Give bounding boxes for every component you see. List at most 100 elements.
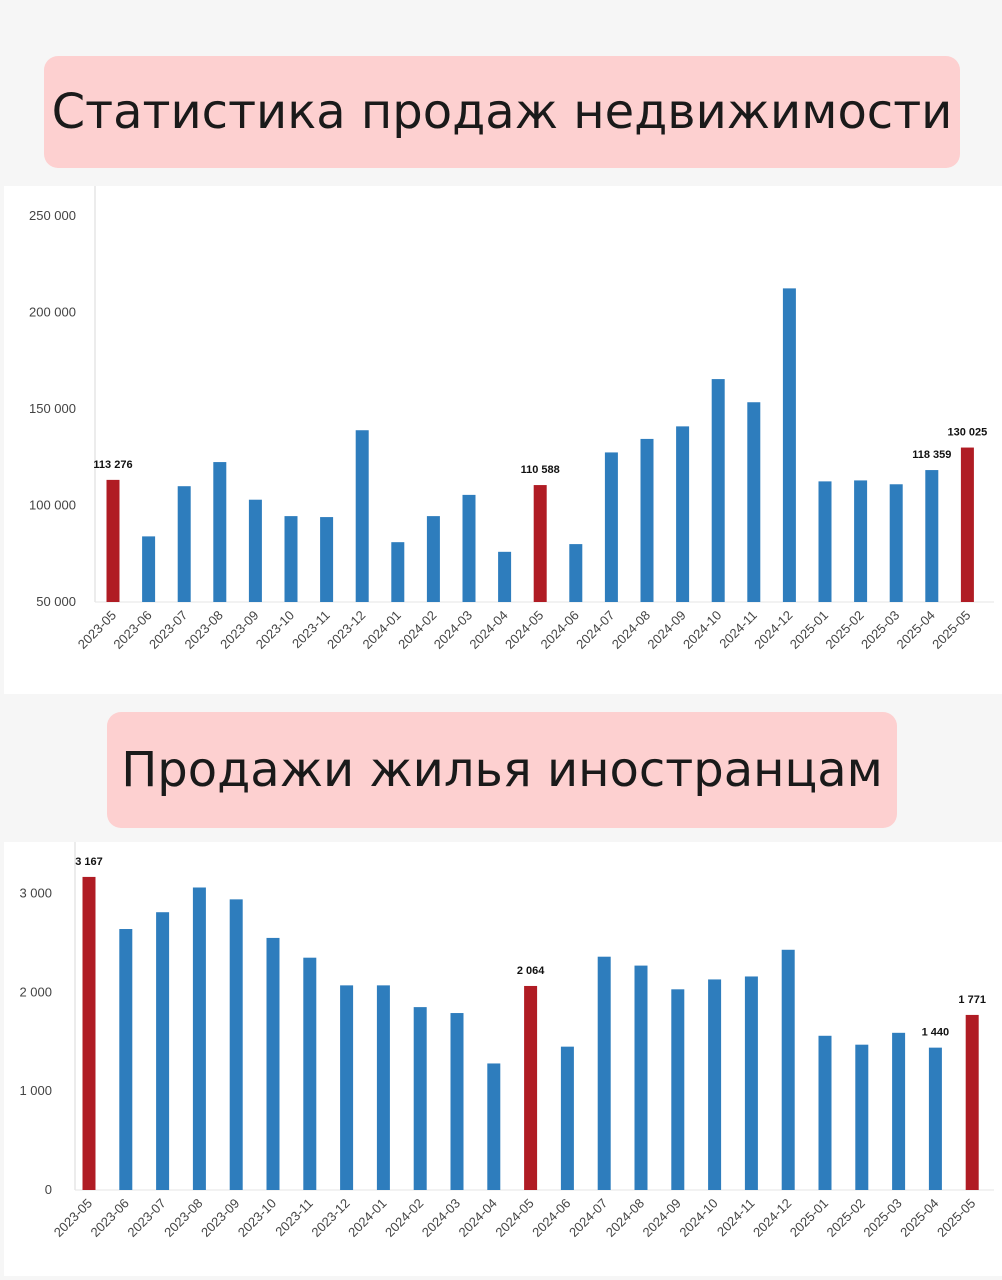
foreign-bar-2024-02 <box>413 1007 427 1190</box>
sales-chart-panel: 50 000 100 000 150 000 200 000 250 000 2023-0… <box>4 186 1002 694</box>
sales-bar-2025-02 <box>854 480 868 602</box>
foreign-bar-2025-01 <box>818 1035 832 1190</box>
foreign-x-tick-label: 2023-10 <box>235 1196 279 1240</box>
foreign-x-tick-label: 2023-05 <box>51 1196 95 1240</box>
sales-bar-2025-05 <box>960 447 974 602</box>
sales-data-label-2024-05: 110 588 <box>521 464 560 476</box>
sales-bar-2024-04 <box>498 551 512 602</box>
foreign-bar-2024-11 <box>744 976 758 1190</box>
sales-y-tick-label: 150 000 <box>29 401 76 416</box>
sales-bar-2023-08 <box>213 462 227 602</box>
foreign-bar-2024-06 <box>560 1046 574 1190</box>
foreign-bar-2024-09 <box>671 989 685 1190</box>
foreign-bar-2024-10 <box>708 979 722 1190</box>
sales-x-tick-label: 2024-05 <box>502 608 546 652</box>
sales-data-label-2025-05: 130 025 <box>948 427 988 439</box>
sales-bar-2023-05 <box>106 479 120 602</box>
sales-x-tick-label: 2024-07 <box>573 608 617 652</box>
foreign-data-label-2025-05: 1 771 <box>958 994 986 1006</box>
sales-x-tick-label: 2023-10 <box>253 608 297 652</box>
sales-x-tick-label: 2023-07 <box>146 608 190 652</box>
sales-bar-2024-12 <box>782 288 796 602</box>
sales-bar-2024-01 <box>391 542 405 602</box>
foreign-bar-2024-12 <box>781 949 795 1190</box>
foreign-data-label-2024-05: 2 064 <box>517 965 545 977</box>
sales-bar-2023-10 <box>284 516 298 602</box>
sales-bar-2024-03 <box>462 494 476 602</box>
foreign-x-tick-label: 2024-02 <box>382 1196 426 1240</box>
foreign-x-tick-label: 2024-06 <box>529 1196 573 1240</box>
sales-x-tick-label: 2023-05 <box>75 608 119 652</box>
foreign-chart-title: Продажи жилья иностранцам <box>107 712 897 828</box>
foreign-bar-2023-10 <box>266 937 280 1190</box>
sales-bar-2025-01 <box>818 481 832 602</box>
sales-y-tick-label: 50 000 <box>36 594 76 609</box>
foreign-x-tick-label: 2024-07 <box>566 1196 610 1240</box>
sales-bar-2023-07 <box>177 486 191 602</box>
foreign-bar-2024-05 <box>524 985 538 1190</box>
foreign-x-tick-label: 2024-09 <box>640 1196 684 1240</box>
foreign-bar-2024-01 <box>376 985 390 1190</box>
foreign-bar-2023-09 <box>229 899 243 1190</box>
foreign-data-label-2025-04: 1 440 <box>922 1027 950 1039</box>
sales-bar-2025-03 <box>889 484 903 602</box>
sales-x-tick-label: 2024-08 <box>609 608 653 652</box>
foreign-x-tick-label: 2025-04 <box>897 1196 941 1240</box>
sales-x-tick-label: 2025-02 <box>822 608 866 652</box>
sales-bar-2024-06 <box>569 544 583 602</box>
foreign-x-tick-label: 2023-11 <box>272 1196 316 1240</box>
foreign-x-tick-label: 2025-02 <box>824 1196 868 1240</box>
foreign-y-tick-label: 3 000 <box>19 885 52 900</box>
sales-y-tick-label: 250 000 <box>29 208 76 223</box>
sales-x-tick-label: 2024-10 <box>680 608 724 652</box>
sales-x-tick-label: 2024-01 <box>360 608 404 652</box>
foreign-x-tick-label: 2024-04 <box>456 1196 500 1240</box>
foreign-x-tick-label: 2024-08 <box>603 1196 647 1240</box>
sales-bar-2024-02 <box>426 516 440 602</box>
foreign-x-tick-label: 2025-03 <box>860 1196 904 1240</box>
foreign-x-tick-label: 2025-05 <box>934 1196 978 1240</box>
foreign-bar-2023-12 <box>340 985 354 1190</box>
sales-x-tick-label: 2025-05 <box>929 608 973 652</box>
foreign-x-tick-label: 2023-12 <box>308 1196 352 1240</box>
sales-bar-2024-10 <box>711 379 725 602</box>
sales-bar-2023-06 <box>142 536 156 602</box>
foreign-bar-2024-07 <box>597 956 611 1190</box>
foreign-x-tick-label: 2023-07 <box>124 1196 168 1240</box>
sales-y-tick-label: 100 000 <box>29 498 76 513</box>
foreign-x-tick-label: 2024-03 <box>419 1196 463 1240</box>
sales-x-tick-label: 2024-09 <box>644 608 688 652</box>
sales-x-tick-label: 2024-12 <box>751 608 795 652</box>
sales-x-tick-label: 2025-04 <box>894 608 938 652</box>
foreign-bar-2023-07 <box>156 912 170 1190</box>
sales-data-label-2023-05: 113 276 <box>93 459 132 471</box>
foreign-x-tick-label: 2024-10 <box>676 1196 720 1240</box>
sales-data-label-2025-04: 118 359 <box>912 449 951 461</box>
foreign-bar-2023-11 <box>303 957 317 1190</box>
foreign-x-tick-label: 2023-06 <box>88 1196 132 1240</box>
foreign-x-tick-label: 2024-05 <box>492 1196 536 1240</box>
sales-bar-2024-09 <box>676 426 690 602</box>
foreign-bar-2023-05 <box>82 876 96 1190</box>
sales-bar-2024-11 <box>747 402 761 602</box>
sales-x-tick-label: 2024-04 <box>466 608 510 652</box>
foreign-y-tick-label: 2 000 <box>19 984 52 999</box>
sales-bar-2024-07 <box>604 452 618 602</box>
sales-bar-chart: 50 000 100 000 150 000 200 000 250 000 2023-0… <box>29 186 994 652</box>
sales-bar-2023-12 <box>355 430 369 602</box>
foreign-x-tick-label: 2023-08 <box>161 1196 205 1240</box>
sales-x-tick-label: 2024-06 <box>538 608 582 652</box>
sales-x-tick-label: 2023-12 <box>324 608 368 652</box>
sales-bar-2025-04 <box>925 470 939 602</box>
foreign-bar-2024-03 <box>450 1013 464 1190</box>
foreign-x-tick-label: 2024-11 <box>714 1196 758 1240</box>
foreign-bar-2023-06 <box>119 929 133 1190</box>
sales-x-tick-label: 2024-02 <box>395 608 439 652</box>
sales-bar-2023-11 <box>320 517 334 602</box>
foreign-y-tick-label: 1 000 <box>19 1083 52 1098</box>
foreign-x-tick-label: 2024-12 <box>750 1196 794 1240</box>
sales-bar-2024-08 <box>640 438 654 602</box>
sales-x-tick-label: 2025-03 <box>858 608 902 652</box>
foreign-bar-2024-04 <box>487 1063 501 1190</box>
